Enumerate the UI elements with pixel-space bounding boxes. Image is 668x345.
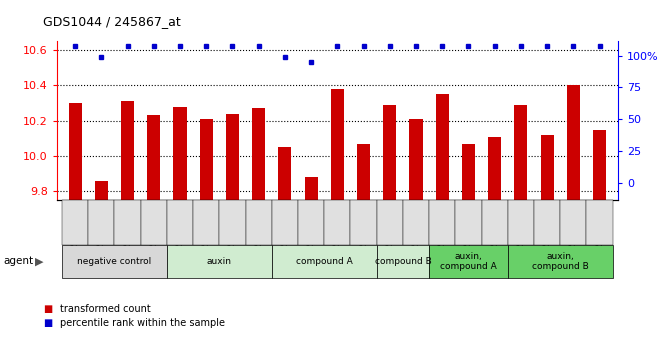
Text: negative control: negative control xyxy=(77,257,152,266)
Bar xyxy=(305,177,318,200)
Bar xyxy=(383,105,396,200)
Text: percentile rank within the sample: percentile rank within the sample xyxy=(60,318,225,327)
Text: auxin,
compound A: auxin, compound A xyxy=(440,252,497,271)
Bar xyxy=(331,89,344,200)
Bar xyxy=(540,135,554,200)
Text: ■: ■ xyxy=(43,304,53,314)
Text: GDS1044 / 245867_at: GDS1044 / 245867_at xyxy=(43,14,181,28)
Bar xyxy=(200,119,213,200)
Bar xyxy=(514,105,528,200)
Bar xyxy=(147,116,160,200)
Bar xyxy=(252,108,265,200)
Text: auxin: auxin xyxy=(207,257,232,266)
Bar xyxy=(357,144,370,200)
Bar xyxy=(69,103,81,200)
Text: transformed count: transformed count xyxy=(60,304,151,314)
Bar xyxy=(174,107,186,200)
Text: compound B: compound B xyxy=(375,257,432,266)
Bar xyxy=(593,130,606,200)
Bar xyxy=(279,147,291,200)
Bar xyxy=(462,144,475,200)
Bar xyxy=(226,114,239,200)
Bar xyxy=(488,137,501,200)
Text: agent: agent xyxy=(3,256,33,266)
Bar xyxy=(436,94,449,200)
Text: ■: ■ xyxy=(43,318,53,327)
Text: auxin,
compound B: auxin, compound B xyxy=(532,252,589,271)
Bar xyxy=(95,181,108,200)
Bar xyxy=(566,86,580,200)
Bar xyxy=(121,101,134,200)
Bar xyxy=(409,119,423,200)
Text: ▶: ▶ xyxy=(35,256,43,266)
Text: compound A: compound A xyxy=(296,257,353,266)
